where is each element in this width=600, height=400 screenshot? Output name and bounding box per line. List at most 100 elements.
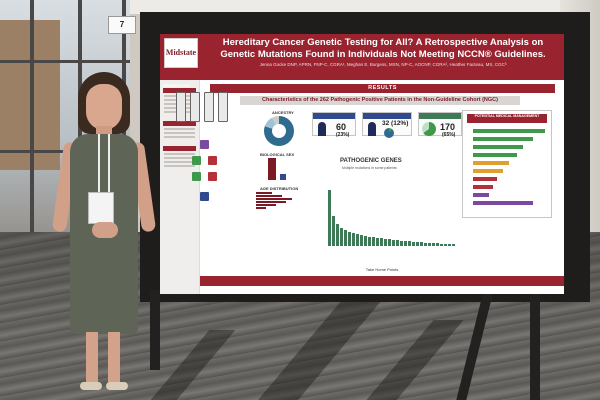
gene-bar bbox=[412, 242, 415, 246]
text-line bbox=[164, 157, 195, 159]
stat-3-pct: (65%) bbox=[442, 132, 456, 138]
gene-bar bbox=[360, 235, 363, 246]
gene-bar bbox=[328, 190, 331, 246]
age-bar bbox=[256, 192, 272, 194]
age-bar bbox=[256, 207, 266, 209]
stat-3-donut bbox=[422, 122, 436, 136]
management-bar bbox=[473, 161, 509, 165]
easel-leg bbox=[150, 290, 160, 370]
gene-bar bbox=[452, 244, 455, 246]
gene-bar bbox=[432, 243, 435, 246]
gene-bar bbox=[372, 237, 375, 246]
presenter-shoe bbox=[106, 382, 128, 390]
checklist-icon bbox=[192, 156, 201, 165]
presenter-face bbox=[86, 84, 122, 130]
gene-bar bbox=[420, 242, 423, 246]
gene-bar bbox=[352, 233, 355, 246]
biological-sex-label: BIOLOGICAL SEX bbox=[260, 152, 295, 157]
checklist-icon bbox=[200, 192, 209, 201]
female-bar bbox=[268, 158, 276, 180]
lanyard bbox=[98, 134, 110, 194]
stat-card-header bbox=[419, 113, 461, 119]
poster-authors: Jenna Gocke DNP, APRN, FNP-C, CGRA¹, Meg… bbox=[259, 62, 507, 67]
phone-image bbox=[204, 92, 214, 122]
age-bar bbox=[256, 201, 286, 203]
text-line bbox=[164, 165, 195, 167]
gene-bar bbox=[332, 216, 335, 246]
text-line bbox=[164, 128, 195, 130]
results-subheader: Characteristics of the 262 Pathogenic Po… bbox=[240, 96, 520, 105]
presenter-leg bbox=[108, 332, 120, 386]
stat-card-header bbox=[363, 113, 411, 119]
research-poster: Midstate Hereditary Cancer Genetic Testi… bbox=[160, 34, 564, 294]
stat-2-donut bbox=[384, 128, 394, 138]
intro-section-label: INTRODUCTION bbox=[163, 84, 190, 88]
gene-bar bbox=[348, 232, 351, 246]
phone-image bbox=[190, 92, 200, 122]
text-line bbox=[164, 161, 195, 163]
gene-bar bbox=[408, 241, 411, 246]
stat-2-value: 32 (12%) bbox=[382, 120, 409, 127]
poster-title: Hereditary Cancer Genetic Testing for Al… bbox=[220, 37, 546, 60]
section-bar bbox=[163, 121, 196, 126]
gene-bar bbox=[384, 239, 387, 246]
presenter bbox=[51, 72, 157, 400]
checklist-icon bbox=[208, 156, 217, 165]
results-header: RESULTS bbox=[210, 84, 555, 93]
gene-bar bbox=[336, 224, 339, 246]
male-bar bbox=[280, 174, 286, 180]
age-bar bbox=[256, 198, 292, 200]
management-bar bbox=[473, 169, 503, 173]
gene-bar bbox=[340, 228, 343, 246]
take-home-points-label: Take Home Points bbox=[365, 267, 399, 272]
management-bar bbox=[473, 153, 517, 157]
age-bar bbox=[256, 195, 282, 197]
management-bar bbox=[473, 185, 493, 189]
gene-bar bbox=[428, 243, 431, 246]
management-bar bbox=[473, 193, 489, 197]
ancestry-label: ANCESTRY bbox=[272, 110, 294, 115]
checklist-icon bbox=[192, 172, 201, 181]
presenter-leg bbox=[86, 332, 98, 386]
phone-image bbox=[218, 92, 228, 122]
presenter-hands bbox=[92, 222, 118, 238]
medical-management-panel: POTENTIAL MEDICAL MANAGEMENT bbox=[462, 110, 552, 218]
take-home-points-bar: Take Home Points bbox=[200, 267, 564, 286]
gene-bar bbox=[400, 241, 403, 246]
donut-hole bbox=[272, 124, 286, 138]
stat-3-value: 170 bbox=[440, 122, 456, 132]
stat-card-header bbox=[313, 113, 355, 119]
management-bar bbox=[473, 201, 533, 205]
gene-bar bbox=[416, 242, 419, 246]
gene-bar bbox=[448, 244, 451, 246]
gene-bar bbox=[444, 244, 447, 246]
text-line bbox=[164, 136, 195, 138]
person-icon bbox=[318, 122, 326, 136]
gene-bar bbox=[380, 238, 383, 246]
section-bar bbox=[163, 88, 196, 93]
name-badge bbox=[88, 192, 114, 224]
easel-leg bbox=[530, 290, 540, 400]
checklist-icon bbox=[200, 140, 209, 149]
pathogenic-genes-title: PATHOGENIC GENES bbox=[340, 158, 402, 164]
gene-bar bbox=[344, 230, 347, 246]
text-line bbox=[164, 153, 195, 155]
management-bar bbox=[473, 145, 523, 149]
gene-bar bbox=[356, 234, 359, 246]
window-transom bbox=[0, 60, 130, 63]
gene-bar bbox=[392, 240, 395, 246]
stat-1-value: 60 bbox=[336, 122, 347, 132]
management-bar bbox=[473, 177, 497, 181]
text-line bbox=[164, 132, 195, 134]
ceiling bbox=[130, 0, 600, 14]
age-distribution-label: AGE DISTRIBUTION bbox=[260, 186, 299, 191]
window-mullion bbox=[30, 0, 34, 250]
gene-bar bbox=[364, 236, 367, 246]
phone-image bbox=[176, 92, 186, 122]
institution-logo: Midstate bbox=[164, 38, 198, 68]
gene-bar bbox=[376, 238, 379, 246]
gene-bar bbox=[436, 243, 439, 246]
stat-1-pct: (23%) bbox=[336, 132, 350, 138]
gene-bar bbox=[440, 244, 443, 246]
